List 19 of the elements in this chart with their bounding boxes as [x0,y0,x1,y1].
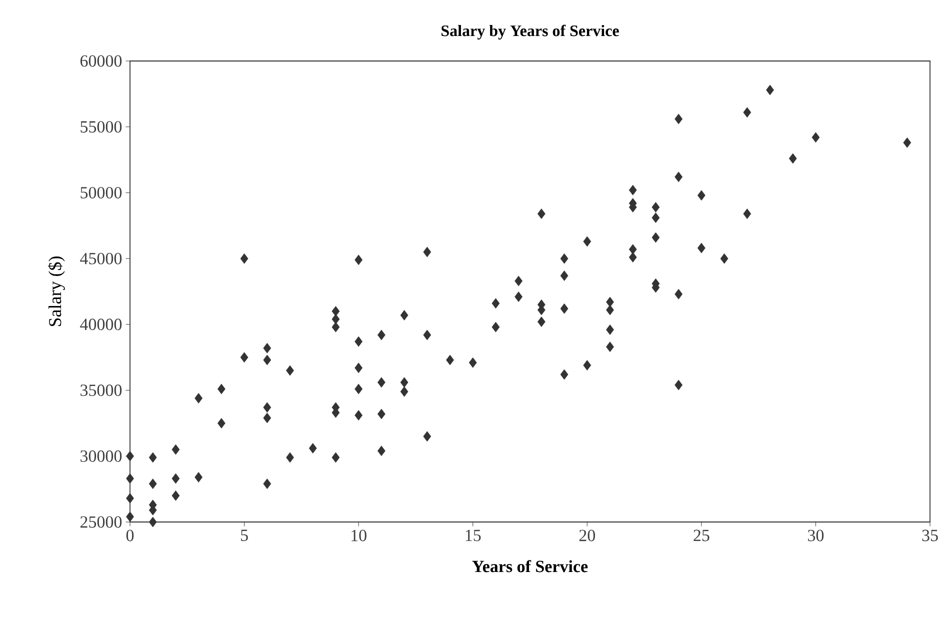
y-tick-label: 55000 [80,121,122,133]
y-tick-label: 35000 [80,384,122,396]
y-tick-label: 60000 [80,55,122,67]
x-axis-title: Years of Service [472,560,588,572]
y-tick-label: 25000 [80,516,122,528]
chart-title: Salary by Years of Service [442,24,619,40]
y-axis-title: Salary ($) [48,256,65,326]
x-tick-label: 15 [466,530,481,542]
y-tick-label: 40000 [80,318,122,330]
x-tick-label: 5 [241,530,248,542]
y-tick-label: 45000 [80,252,122,264]
x-tick-label: 35 [922,530,938,542]
x-tick-label: 30 [808,530,824,542]
y-tick-label: 30000 [80,450,122,462]
x-tick-label: 25 [694,530,710,542]
x-tick-label: 0 [126,530,134,542]
x-tick-label: 20 [579,530,596,542]
x-tick-label: 10 [352,530,366,542]
y-tick-label: 50000 [80,186,122,198]
